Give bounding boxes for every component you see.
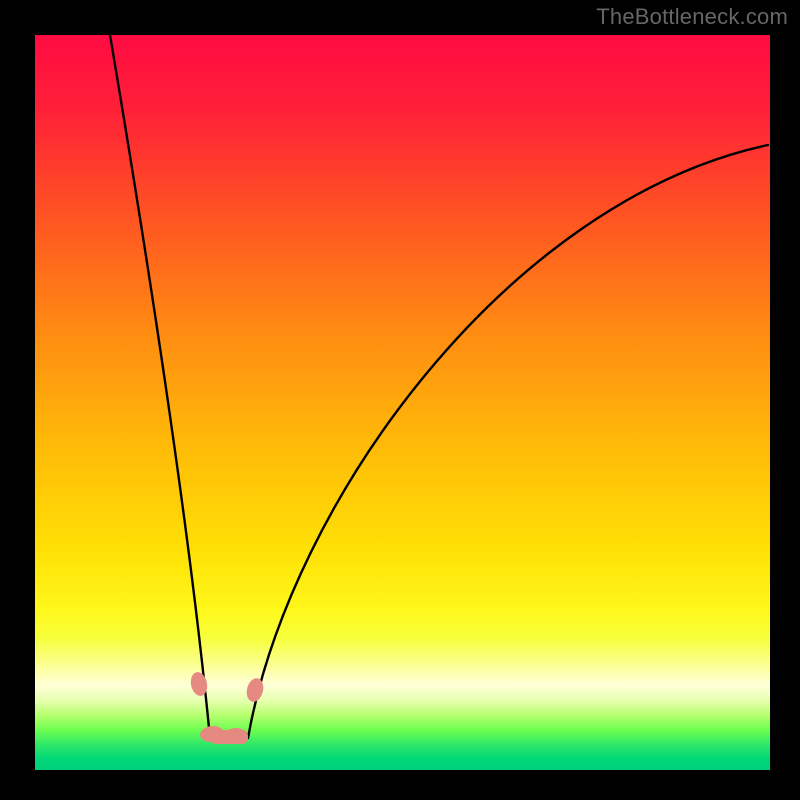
- marker-pill: [224, 728, 248, 744]
- chart-svg: [35, 35, 770, 770]
- plot-area: [35, 35, 770, 770]
- watermark-text: TheBottleneck.com: [596, 4, 788, 30]
